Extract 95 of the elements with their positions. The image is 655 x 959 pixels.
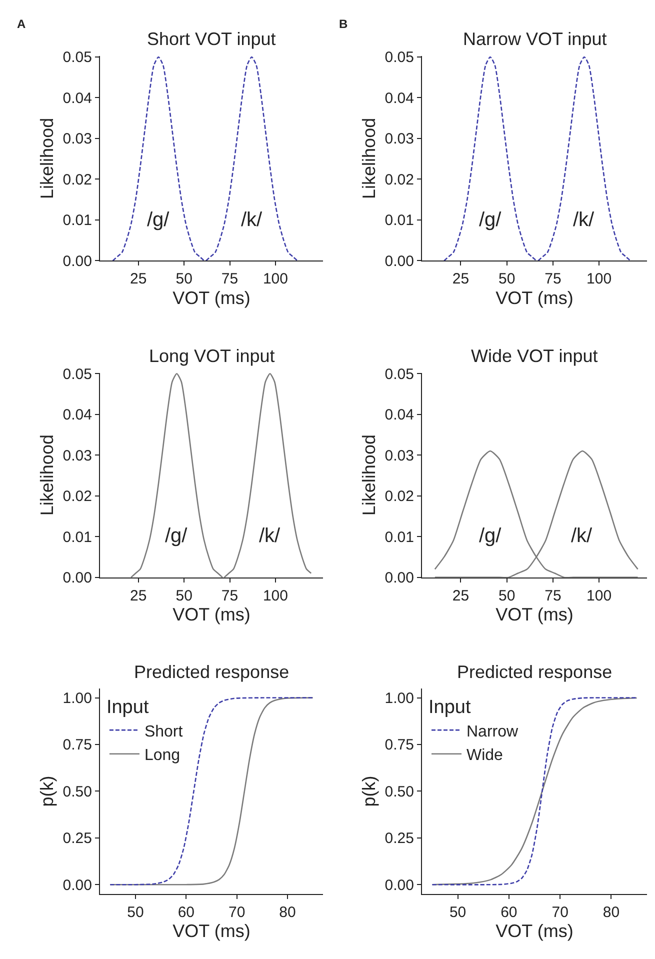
y-tick-label: 0.02	[62, 171, 92, 188]
x-tick-label: 50	[176, 270, 192, 288]
y-tick-label: 0.05	[62, 49, 92, 66]
y-axis-title: Likelihood	[358, 118, 379, 199]
line-series	[434, 450, 638, 578]
x-tick-label: 80	[602, 904, 620, 921]
x-tick-label: 50	[449, 904, 466, 921]
y-tick-label: 0.01	[62, 212, 92, 230]
x-tick-label: 60	[178, 904, 195, 921]
x-tick-label: 70	[228, 904, 246, 921]
y-tick-label: 0.04	[62, 90, 92, 107]
x-tick-label: 75	[544, 587, 562, 604]
y-tick-label: 0.01	[384, 528, 414, 546]
x-axis-title: VOT (ms)	[172, 604, 250, 624]
y-axis-title: Likelihood	[36, 434, 57, 516]
annotation: /g/	[165, 525, 188, 547]
line-series	[432, 697, 638, 886]
x-tick-label: 70	[552, 904, 568, 921]
y-tick-label: 0.03	[384, 447, 414, 464]
chart-title: Long VOT input	[149, 346, 275, 366]
y-tick-label: 0.00	[384, 252, 414, 270]
y-axis-title: Likelihood	[36, 118, 57, 199]
legend-title: Input	[106, 697, 150, 718]
y-tick-label: 0.05	[384, 49, 414, 66]
x-tick-label: 80	[279, 904, 296, 921]
annotation: /g/	[479, 525, 502, 547]
x-tick-label: 25	[130, 270, 147, 288]
annotation: /g/	[479, 209, 502, 231]
y-tick-label: 0.01	[62, 528, 92, 546]
x-tick-label: 100	[262, 587, 288, 604]
x-tick-label: 60	[500, 904, 518, 921]
y-tick-label: 0.25	[384, 830, 414, 848]
x-tick-label: 100	[586, 270, 612, 288]
y-tick-label: 0.03	[62, 447, 92, 464]
x-axis-title: VOT (ms)	[172, 288, 250, 308]
y-tick-label: 0.02	[384, 488, 414, 506]
y-tick-label: 0.75	[62, 736, 92, 754]
x-tick-label: 25	[452, 270, 470, 288]
legend-label: Narrow	[466, 723, 519, 740]
annotation: /k/	[571, 525, 593, 547]
y-tick-label: 0.05	[384, 366, 414, 383]
annotation: /k/	[259, 525, 281, 547]
x-axis-title: VOT (ms)	[496, 288, 574, 308]
x-tick-label: 100	[262, 270, 288, 288]
y-tick-label: 1.00	[62, 690, 92, 708]
y-tick-label: 0.00	[62, 876, 92, 894]
y-tick-label: 0.25	[62, 830, 92, 848]
y-tick-label: 0.50	[62, 783, 92, 800]
line-series	[109, 697, 314, 886]
x-tick-label: 50	[176, 587, 192, 604]
y-tick-label: 0.04	[384, 90, 414, 107]
x-tick-label: 50	[498, 587, 516, 604]
y-tick-label: 0.00	[62, 252, 92, 270]
y-tick-label: 0.02	[384, 171, 414, 188]
x-axis-title: VOT (ms)	[172, 921, 250, 942]
y-axis-title: Likelihood	[358, 434, 379, 516]
annotation: /k/	[573, 209, 595, 231]
x-tick-label: 25	[452, 587, 470, 604]
text: A	[17, 17, 26, 31]
y-tick-label: 0.03	[62, 130, 92, 148]
chart-title: Wide VOT input	[471, 346, 598, 366]
y-tick-label: 0.02	[62, 488, 92, 506]
y-tick-label: 0.01	[384, 212, 414, 230]
y-tick-label: 0.50	[384, 783, 414, 800]
y-tick-label: 0.04	[62, 406, 92, 424]
legend-title: Input	[428, 697, 472, 718]
legend-label: Short	[144, 723, 184, 740]
y-tick-label: 0.03	[384, 130, 414, 148]
y-axis-title: p(k)	[36, 776, 57, 807]
legend-label: Long	[144, 747, 180, 764]
annotation: /k/	[241, 209, 263, 231]
y-tick-label: 1.00	[384, 690, 414, 708]
chart-title: Short VOT input	[147, 29, 276, 49]
chart-title: Narrow VOT input	[463, 29, 607, 49]
y-tick-label: 0.00	[384, 876, 414, 894]
y-tick-label: 0.05	[62, 366, 92, 383]
annotation: /g/	[147, 209, 170, 231]
x-tick-label: 50	[498, 270, 516, 288]
y-tick-label: 0.00	[384, 570, 414, 587]
x-tick-label: 75	[544, 270, 562, 288]
x-tick-label: 100	[586, 587, 612, 604]
y-axis-title: p(k)	[358, 776, 379, 807]
chart-title: Predicted response	[457, 662, 612, 682]
x-tick-label: 50	[127, 904, 144, 921]
y-tick-label: 0.75	[384, 736, 414, 754]
x-tick-label: 25	[130, 587, 147, 604]
x-tick-label: 75	[221, 587, 238, 604]
x-axis-title: VOT (ms)	[496, 921, 574, 942]
y-tick-label: 0.04	[384, 406, 414, 424]
y-tick-label: 0.00	[62, 570, 92, 587]
text: B	[339, 17, 348, 31]
x-tick-label: 75	[221, 270, 238, 288]
x-axis-title: VOT (ms)	[496, 604, 574, 624]
chart-title: Predicted response	[134, 662, 290, 682]
legend-label: Wide	[466, 747, 504, 764]
